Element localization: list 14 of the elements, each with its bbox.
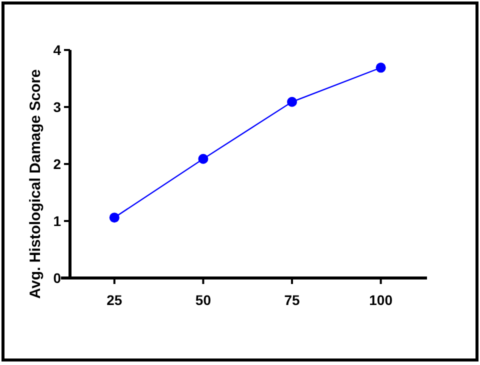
x-tick-label: 100 (369, 292, 393, 308)
x-tick-label: 25 (106, 292, 122, 308)
y-tick-label: 4 (53, 42, 62, 58)
y-tick-label: 2 (53, 156, 62, 172)
y-tick-label: 3 (53, 98, 62, 115)
y-tick-label: 0 (53, 270, 62, 286)
x-tick-label: 75 (284, 292, 300, 308)
point (376, 62, 386, 73)
point (109, 212, 120, 223)
point (198, 154, 208, 164)
y-tick-label: 1 (53, 212, 62, 229)
y-axis-title: Avg. Histological Damage Score (27, 69, 44, 299)
x-tick-label: 50 (195, 292, 212, 308)
point (287, 96, 298, 107)
